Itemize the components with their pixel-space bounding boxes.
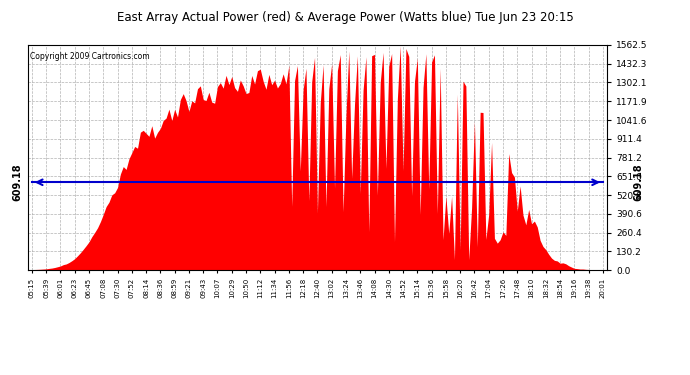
Text: 609.18: 609.18 — [12, 164, 22, 201]
Text: East Array Actual Power (red) & Average Power (Watts blue) Tue Jun 23 20:15: East Array Actual Power (red) & Average … — [117, 11, 573, 24]
Text: 609.18: 609.18 — [633, 164, 643, 201]
Text: Copyright 2009 Cartronics.com: Copyright 2009 Cartronics.com — [30, 52, 150, 61]
